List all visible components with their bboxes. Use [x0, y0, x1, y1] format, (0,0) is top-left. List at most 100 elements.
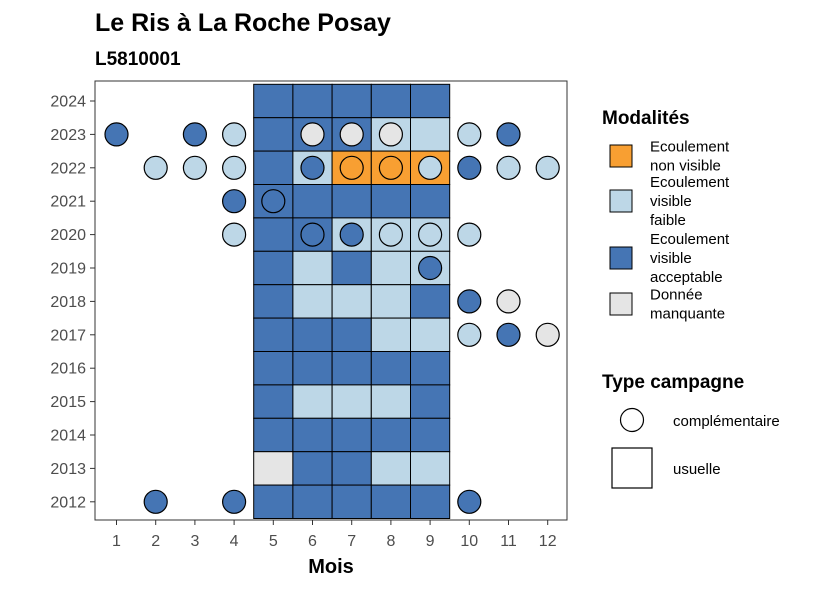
tile-2018-8: [370, 284, 411, 319]
tile-2015-7: [331, 384, 372, 419]
x-tick-label-5: 5: [269, 533, 278, 550]
tile-2017-6: [292, 317, 333, 353]
legend-key-non_visible: [609, 144, 633, 168]
legend-label-acceptable-2: acceptable: [650, 269, 723, 286]
legend-key-manquante: [609, 292, 633, 316]
legend-label-faible-0: Ecoulement: [650, 174, 730, 191]
point-2022-11: [496, 155, 521, 180]
tile-2021-8: [370, 184, 411, 219]
legend-campagne-label-0: complémentaire: [673, 413, 780, 430]
point-2022-9: [418, 155, 443, 180]
legend-campagne: Type campagne complémentaire usuelle: [602, 372, 780, 489]
tile-2012-5: [253, 484, 294, 520]
tile-2024-5: [253, 83, 294, 119]
point-2020-10: [457, 222, 482, 247]
point-2020-6: [300, 222, 325, 247]
legend-campagne-label-1: usuelle: [673, 461, 721, 478]
tile-2017-7: [331, 317, 372, 353]
tile-2012-7: [331, 484, 372, 520]
point-2022-10: [457, 155, 482, 180]
tile-2021-7: [331, 184, 372, 219]
legend-label-acceptable-0: Ecoulement: [650, 231, 730, 248]
x-tick-label-7: 7: [347, 533, 356, 550]
y-tick-label-2016: 2016: [50, 361, 86, 378]
y-axis: 2012 2013 2014 2015 2016 2017 2018 2019 2020 2021…: [50, 94, 95, 511]
tile-2012-6: [292, 484, 333, 520]
x-tick-label-2: 2: [151, 533, 160, 550]
tile-2012-9: [410, 484, 451, 520]
point-2023-8: [378, 122, 403, 147]
tile-2013-6: [292, 451, 333, 486]
x-tick-label-8: 8: [386, 533, 395, 550]
x-tick-label-4: 4: [230, 533, 239, 550]
legend-circle-key: [619, 407, 645, 433]
tile-2016-9: [410, 351, 451, 386]
point-2020-8: [378, 222, 403, 247]
point-2022-4: [222, 155, 247, 180]
legend-key-acceptable: [609, 246, 633, 270]
point-2017-12: [535, 322, 560, 347]
tile-2013-7: [331, 451, 372, 486]
tile-2020-5: [253, 217, 294, 252]
tile-2024-6: [292, 83, 333, 119]
legend-label-acceptable-1: visible: [650, 250, 692, 267]
point-2023-10: [457, 122, 482, 147]
tile-2019-5: [253, 250, 294, 286]
y-tick-label-2024: 2024: [50, 94, 86, 111]
x-tick-label-6: 6: [308, 533, 317, 550]
y-tick-label-2021: 2021: [50, 194, 86, 211]
tile-2024-9: [410, 83, 451, 119]
tile-2019-7: [331, 250, 372, 286]
point-2012-10: [457, 489, 482, 514]
y-tick-label-2014: 2014: [50, 428, 86, 445]
tile-2016-8: [370, 351, 411, 386]
x-tick-label-1: 1: [112, 533, 121, 550]
tile-2019-8: [370, 250, 411, 286]
y-tick-label-2022: 2022: [50, 160, 86, 177]
tile-2013-9: [410, 451, 451, 486]
legend-label-faible-2: faible: [650, 212, 686, 229]
usuelle-tiles: [253, 83, 451, 520]
tile-2024-8: [370, 83, 411, 119]
chart-title: Le Ris à La Roche Posay: [95, 9, 391, 37]
legend-label-non_visible-1: non visible: [650, 158, 721, 175]
tile-2024-7: [331, 83, 372, 119]
point-2022-7: [339, 155, 364, 180]
legend-label-faible-1: visible: [650, 193, 692, 210]
point-2022-2: [143, 155, 168, 180]
y-tick-label-2015: 2015: [50, 394, 86, 411]
tile-2017-8: [370, 317, 411, 353]
point-2021-5: [261, 189, 286, 214]
point-2022-3: [182, 155, 207, 180]
point-2023-4: [222, 122, 247, 147]
tile-2013-8: [370, 451, 411, 486]
tile-2014-8: [370, 417, 411, 453]
tile-2018-5: [253, 284, 294, 319]
tile-2014-5: [253, 417, 294, 453]
point-2023-6: [300, 122, 325, 147]
legend-label-manquante-0: Donnée: [650, 287, 703, 304]
x-tick-label-11: 11: [500, 533, 517, 550]
complementaire-points: [104, 122, 560, 514]
tile-2017-9: [410, 317, 451, 353]
tile-2015-9: [410, 384, 451, 419]
point-2023-3: [182, 122, 207, 147]
tile-2016-6: [292, 351, 333, 386]
point-2019-9: [418, 255, 443, 281]
tile-2023-9: [410, 117, 451, 152]
y-tick-label-2012: 2012: [50, 494, 86, 511]
tile-2013-5: [253, 451, 294, 486]
tile-2014-6: [292, 417, 333, 453]
x-tick-label-12: 12: [539, 533, 557, 550]
point-2022-12: [535, 155, 560, 180]
point-2021-4: [222, 189, 247, 214]
y-tick-label-2017: 2017: [50, 327, 86, 344]
tile-2018-6: [292, 284, 333, 319]
tile-2012-8: [370, 484, 411, 520]
tile-2023-5: [253, 117, 294, 152]
chart-subtitle: L5810001: [95, 49, 181, 70]
tile-2022-5: [253, 150, 294, 186]
tile-2015-8: [370, 384, 411, 419]
